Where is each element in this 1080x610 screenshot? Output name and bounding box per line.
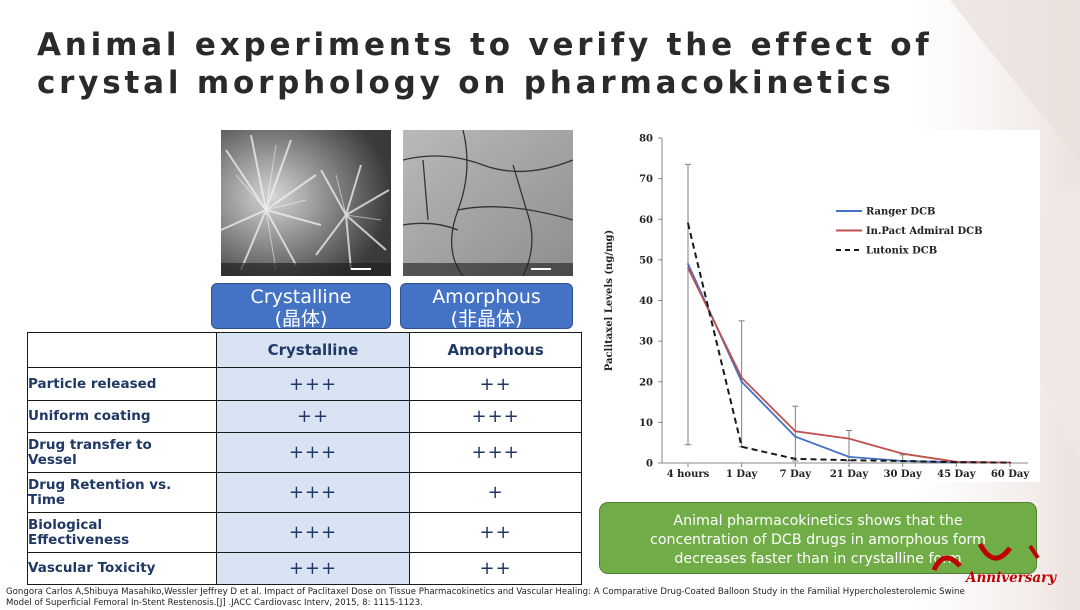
y-tick-label: 70 bbox=[639, 174, 653, 185]
x-tick-label: 7 Day bbox=[780, 469, 813, 480]
comparison-table: Crystalline Amorphous Particle released … bbox=[27, 332, 582, 585]
amorphous-label-en: Amorphous bbox=[432, 286, 541, 308]
pharmacokinetics-chart-svg: 0 10 20 30 40 50 60 70 80 4 hours 1 Day 7 Day 21 Day… bbox=[600, 130, 1040, 482]
x-tick-label: 45 Day bbox=[937, 469, 977, 480]
row-label: Drug transfer to Vessel bbox=[27, 432, 217, 473]
data-point bbox=[848, 459, 850, 462]
crystalline-value: ++ bbox=[215, 400, 411, 433]
title-line-2: crystal morphology on pharmacokinetics bbox=[37, 65, 895, 101]
data-point bbox=[740, 376, 743, 379]
reference-citation: Gongora Carlos A,Shibuya Masahiko,Wessle… bbox=[6, 587, 1076, 608]
x-tick-label: 1 Day bbox=[726, 469, 759, 480]
data-point bbox=[848, 456, 850, 458]
data-point bbox=[955, 461, 958, 464]
y-tick-label: 60 bbox=[639, 215, 653, 226]
y-tick-label: 10 bbox=[639, 418, 653, 429]
data-point bbox=[687, 267, 689, 269]
data-point bbox=[794, 435, 797, 438]
data-point bbox=[687, 263, 689, 265]
table-row: Uniform coating ++ +++ bbox=[27, 400, 582, 433]
table-row: Particle released +++ ++ bbox=[27, 367, 582, 401]
data-point bbox=[740, 380, 743, 383]
conclusion-callout: Animal pharmacokinetics shows that the c… bbox=[599, 502, 1037, 574]
y-tick-label: 0 bbox=[646, 459, 653, 470]
x-tick-label: 60 Day bbox=[991, 469, 1031, 480]
y-tick-label: 80 bbox=[639, 134, 653, 145]
x-tick-label: 21 Day bbox=[830, 469, 870, 480]
crystalline-value: +++ bbox=[215, 472, 411, 513]
amorphous-value: +++ bbox=[409, 400, 582, 433]
table-row: Drug Retention vs. Time +++ + bbox=[27, 472, 582, 513]
table-header-row: Crystalline Amorphous bbox=[27, 332, 582, 368]
row-label: Drug Retention vs. Time bbox=[27, 472, 217, 513]
slide-title: Animal experiments to verify the effect … bbox=[37, 26, 933, 102]
crystalline-label-cn: (晶体) bbox=[274, 308, 328, 330]
legend-label: Lutonix DCB bbox=[866, 246, 937, 257]
anniversary-logo-mark bbox=[931, 542, 1040, 572]
data-point bbox=[794, 458, 797, 460]
crystalline-value: +++ bbox=[215, 512, 411, 553]
crystalline-value: +++ bbox=[215, 552, 411, 585]
amorphous-value: ++ bbox=[409, 512, 582, 553]
y-tick-label: 20 bbox=[639, 377, 653, 388]
crystalline-sem-image bbox=[221, 130, 391, 276]
crystalline-value: +++ bbox=[215, 432, 411, 473]
amorphous-label: Amorphous (非晶体) bbox=[400, 283, 573, 330]
amorphous-value: ++ bbox=[409, 367, 582, 401]
pharmacokinetics-chart: 0 10 20 30 40 50 60 70 80 4 hours 1 Day 7 Day 21 Day… bbox=[600, 130, 1040, 482]
title-line-1: Animal experiments to verify the effect … bbox=[37, 27, 933, 63]
table-header-crystalline: Crystalline bbox=[215, 332, 411, 368]
anniversary-logo-text: Anniversary bbox=[966, 570, 1057, 586]
data-point bbox=[1009, 461, 1011, 464]
callout-line-1: Animal pharmacokinetics shows that the bbox=[673, 513, 963, 529]
table-row: Vascular Toxicity +++ ++ bbox=[27, 552, 582, 585]
y-axis-label: Paclitaxel Levels (ng/mg) bbox=[604, 230, 615, 372]
crystalline-label: Crystalline (晶体) bbox=[211, 283, 391, 330]
y-tick-label: 30 bbox=[639, 337, 653, 348]
data-point bbox=[687, 222, 689, 225]
reference-line-2: Model of Superficial Femoral In-Stent Re… bbox=[6, 597, 423, 608]
row-label: Particle released bbox=[27, 367, 217, 401]
table-header-amorphous: Amorphous bbox=[409, 332, 582, 368]
table-row: Biological Effectiveness +++ ++ bbox=[27, 512, 582, 553]
y-tick-label: 40 bbox=[639, 296, 653, 307]
row-label: Uniform coating bbox=[27, 400, 217, 433]
table-header-empty bbox=[27, 332, 217, 368]
amorphous-label-cn: (非晶体) bbox=[450, 308, 523, 330]
crystalline-value: +++ bbox=[215, 367, 411, 401]
x-tick-label: 4 hours bbox=[667, 469, 710, 480]
y-tick-label: 50 bbox=[639, 255, 653, 266]
row-label: Vascular Toxicity bbox=[27, 552, 217, 585]
data-point bbox=[848, 437, 850, 440]
legend-label: Ranger DCB bbox=[866, 207, 935, 218]
crystalline-label-en: Crystalline bbox=[250, 286, 352, 308]
x-tick-label: 30 Day bbox=[883, 469, 923, 480]
callout-line-3: decreases faster than in crystalline for… bbox=[674, 551, 962, 567]
table-row: Drug transfer to Vessel +++ +++ bbox=[27, 432, 582, 473]
data-point bbox=[901, 452, 904, 455]
amorphous-value: +++ bbox=[409, 432, 582, 473]
data-point bbox=[901, 460, 904, 462]
amorphous-value: ++ bbox=[409, 552, 582, 585]
row-label: Biological Effectiveness bbox=[27, 512, 217, 553]
reference-line-1: Gongora Carlos A,Shibuya Masahiko,Wessle… bbox=[6, 587, 965, 597]
data-point bbox=[794, 430, 797, 433]
callout-line-2: concentration of DCB drugs in amorphous … bbox=[650, 532, 986, 548]
legend-label: In.Pact Admiral DCB bbox=[866, 226, 983, 237]
amorphous-value: + bbox=[409, 472, 582, 513]
amorphous-sem-image bbox=[403, 130, 573, 276]
data-point bbox=[740, 445, 743, 448]
